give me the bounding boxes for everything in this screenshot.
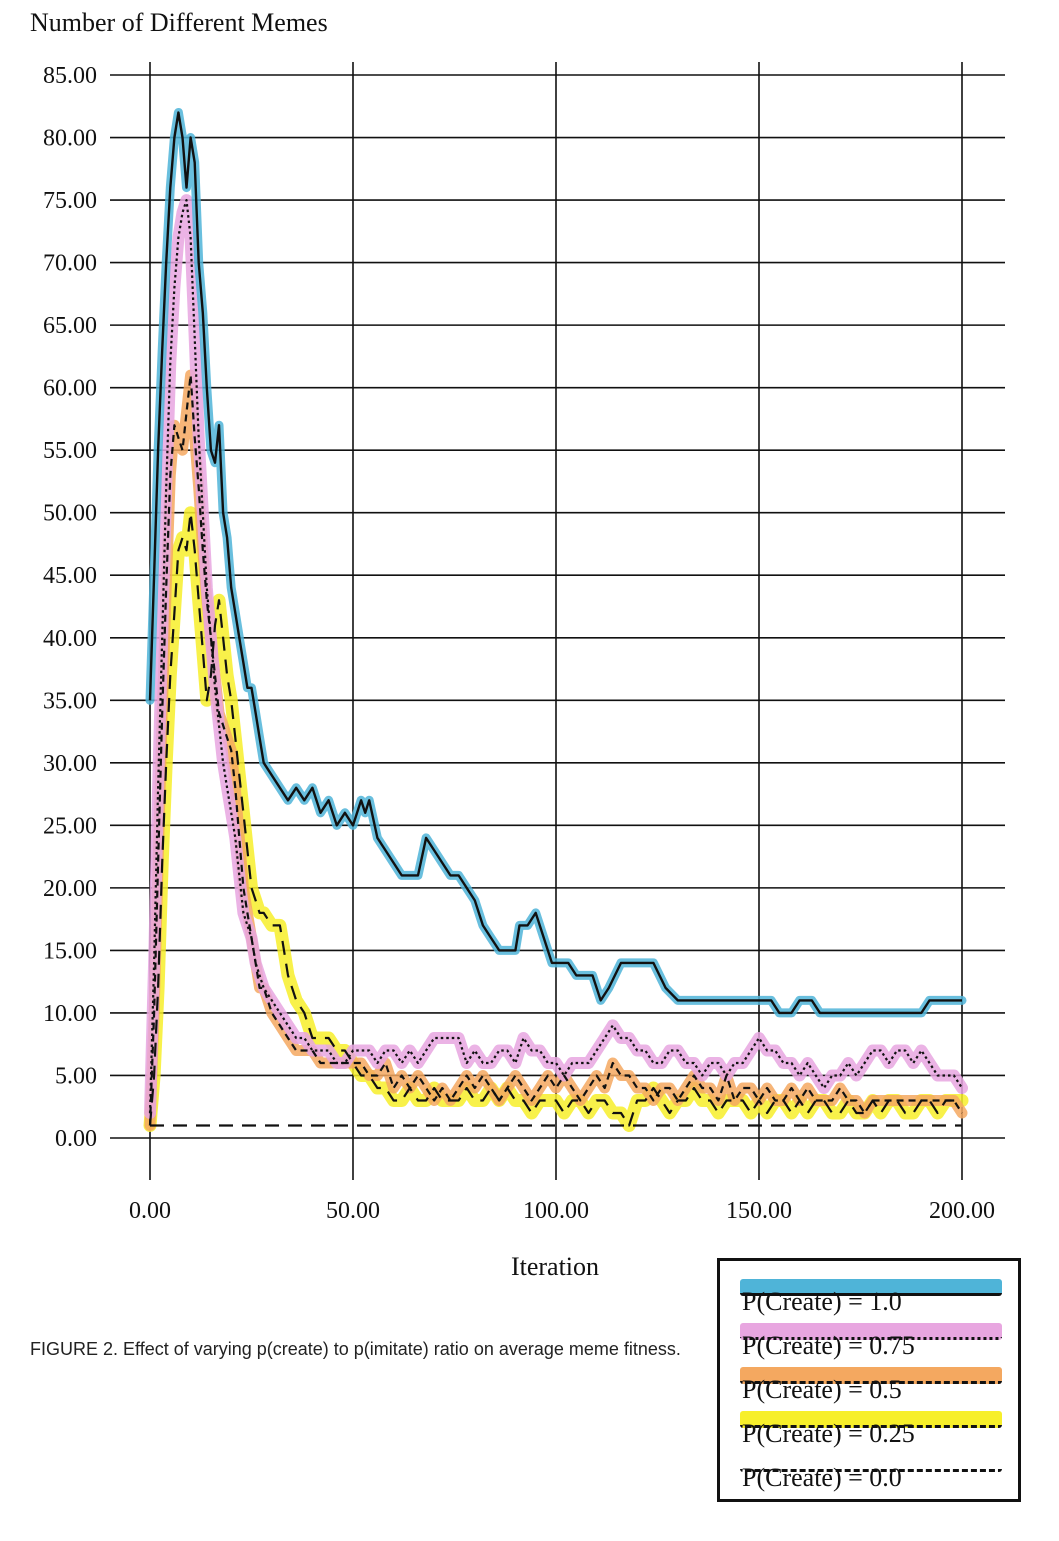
legend-label-5: P(Create) = 0.0 <box>742 1463 902 1492</box>
legend-swatch-2 <box>740 1323 1002 1340</box>
y-tick-label-6: 30.00 <box>43 751 97 777</box>
y-tick-label-17: 85.00 <box>43 63 97 89</box>
legend-label-1: P(Create) = 1.0 <box>742 1287 902 1316</box>
y-tick-label-0: 0.00 <box>55 1126 97 1152</box>
y-tick-label-2: 10.00 <box>43 1001 97 1027</box>
series-line-2 <box>148 199 963 1114</box>
y-tick-label-1: 5.00 <box>55 1063 97 1089</box>
y-tick-label-8: 40.00 <box>43 626 97 652</box>
legend-swatch-1 <box>740 1279 1002 1296</box>
x-axis-label: Iteration <box>510 1252 600 1281</box>
y-axis-label: Number of Different Memes <box>30 8 328 37</box>
legend-swatch-4 <box>740 1411 1002 1428</box>
chart-legend: P(Create) = 1.0 P(Create) = 0.75 P(Creat… <box>717 1258 1021 1502</box>
x-tick-label-3: 150.00 <box>726 1198 792 1224</box>
legend-item-5: P(Create) = 0.0 <box>720 1455 1018 1497</box>
legend-label-4: P(Create) = 0.25 <box>742 1419 915 1448</box>
legend-swatch-5 <box>740 1455 1002 1472</box>
legend-item-4: P(Create) = 0.25 <box>720 1411 1018 1453</box>
y-tick-label-4: 20.00 <box>43 876 97 902</box>
y-tick-label-7: 35.00 <box>43 688 97 714</box>
legend-label-3: P(Create) = 0.5 <box>742 1375 902 1404</box>
y-tick-label-10: 50.00 <box>43 501 97 527</box>
series-line-3 <box>148 374 963 1126</box>
y-tick-label-5: 25.00 <box>43 813 97 839</box>
x-tick-label-0: 0.00 <box>129 1198 171 1224</box>
series-line-1 <box>148 111 962 1015</box>
y-tick-label-15: 75.00 <box>43 188 97 214</box>
y-tick-label-16: 80.00 <box>43 126 97 152</box>
legend-swatch-3 <box>740 1367 1002 1384</box>
y-tick-label-9: 45.00 <box>43 563 97 589</box>
x-tick-label-4: 200.00 <box>929 1198 995 1224</box>
line-chart: 0.00 5.00 10.00 15.00 20.00 25.00 30.00 35.00 40… <box>43 62 1005 1224</box>
legend-item-2: P(Create) = 0.75 <box>720 1323 1018 1365</box>
legend-item-1: P(Create) = 1.0 <box>720 1279 1018 1321</box>
y-tick-label-3: 15.00 <box>43 938 97 964</box>
legend-item-3: P(Create) = 0.5 <box>720 1367 1018 1409</box>
y-tick-label-11: 55.00 <box>43 438 97 464</box>
x-tick-label-1: 50.00 <box>326 1198 380 1224</box>
y-tick-label-12: 60.00 <box>43 376 97 402</box>
y-tick-label-13: 65.00 <box>43 313 97 339</box>
legend-label-2: P(Create) = 0.75 <box>742 1331 915 1360</box>
x-tick-label-2: 100.00 <box>523 1198 589 1224</box>
y-tick-label-14: 70.00 <box>43 251 97 277</box>
figure-caption: FIGURE 2. Effect of varying p(create) to… <box>30 1339 681 1359</box>
